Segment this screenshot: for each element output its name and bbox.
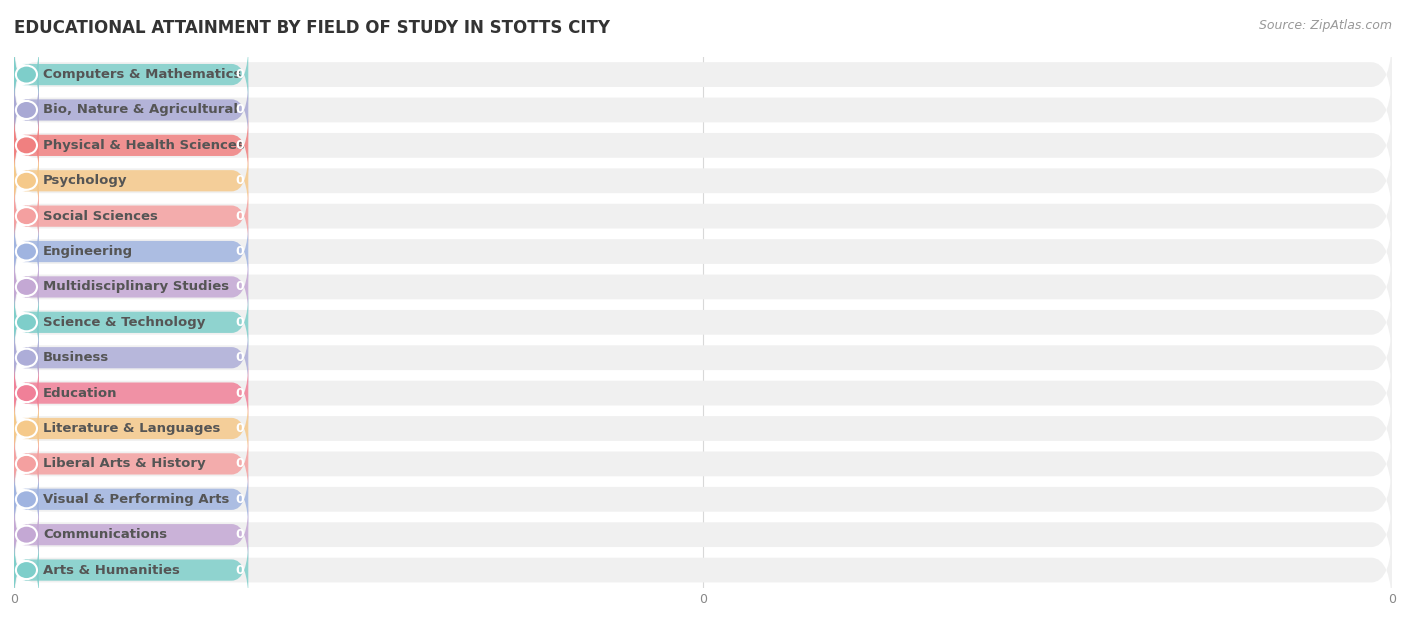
Text: 0: 0 <box>235 210 245 222</box>
FancyBboxPatch shape <box>14 78 249 142</box>
FancyBboxPatch shape <box>14 362 249 425</box>
Text: 0: 0 <box>235 174 245 187</box>
Text: Communications: Communications <box>44 528 167 541</box>
FancyBboxPatch shape <box>14 317 1392 398</box>
Ellipse shape <box>15 490 37 508</box>
FancyBboxPatch shape <box>14 423 1392 504</box>
Text: Physical & Health Sciences: Physical & Health Sciences <box>44 139 245 152</box>
Ellipse shape <box>15 420 37 437</box>
Text: Science & Technology: Science & Technology <box>44 316 205 329</box>
Ellipse shape <box>15 561 37 579</box>
FancyBboxPatch shape <box>14 255 39 319</box>
Ellipse shape <box>15 384 37 402</box>
Ellipse shape <box>15 313 37 331</box>
FancyBboxPatch shape <box>14 43 249 106</box>
FancyBboxPatch shape <box>14 538 39 602</box>
FancyBboxPatch shape <box>14 353 1392 434</box>
Ellipse shape <box>15 455 37 473</box>
Text: 0: 0 <box>235 104 245 116</box>
FancyBboxPatch shape <box>14 105 1392 186</box>
FancyBboxPatch shape <box>14 220 249 283</box>
FancyBboxPatch shape <box>14 185 39 248</box>
Text: Arts & Humanities: Arts & Humanities <box>44 564 180 576</box>
Text: 0: 0 <box>235 245 245 258</box>
FancyBboxPatch shape <box>14 211 1392 292</box>
Ellipse shape <box>15 349 37 367</box>
Text: 0: 0 <box>235 564 245 576</box>
FancyBboxPatch shape <box>14 397 249 460</box>
FancyBboxPatch shape <box>14 388 1392 469</box>
FancyBboxPatch shape <box>14 255 249 319</box>
Text: 0: 0 <box>235 351 245 364</box>
Ellipse shape <box>15 172 37 190</box>
Text: Engineering: Engineering <box>44 245 134 258</box>
FancyBboxPatch shape <box>14 149 39 212</box>
FancyBboxPatch shape <box>14 326 39 389</box>
FancyBboxPatch shape <box>14 78 39 142</box>
Text: EDUCATIONAL ATTAINMENT BY FIELD OF STUDY IN STOTTS CITY: EDUCATIONAL ATTAINMENT BY FIELD OF STUDY… <box>14 19 610 37</box>
FancyBboxPatch shape <box>14 34 1392 115</box>
FancyBboxPatch shape <box>14 538 249 602</box>
FancyBboxPatch shape <box>14 114 249 177</box>
FancyBboxPatch shape <box>14 176 1392 257</box>
Text: Bio, Nature & Agricultural: Bio, Nature & Agricultural <box>44 104 238 116</box>
Text: 0: 0 <box>235 68 245 81</box>
Text: Social Sciences: Social Sciences <box>44 210 157 222</box>
Ellipse shape <box>15 66 37 83</box>
Text: Liberal Arts & History: Liberal Arts & History <box>44 458 205 470</box>
FancyBboxPatch shape <box>14 459 1392 540</box>
Ellipse shape <box>15 137 37 154</box>
Text: 0: 0 <box>235 316 245 329</box>
Text: Education: Education <box>44 387 118 399</box>
FancyBboxPatch shape <box>14 70 1392 150</box>
FancyBboxPatch shape <box>14 282 1392 363</box>
Text: 0: 0 <box>235 458 245 470</box>
FancyBboxPatch shape <box>14 185 249 248</box>
FancyBboxPatch shape <box>14 291 39 354</box>
FancyBboxPatch shape <box>14 503 249 566</box>
Text: Multidisciplinary Studies: Multidisciplinary Studies <box>44 281 229 293</box>
Text: 0: 0 <box>235 281 245 293</box>
Text: Computers & Mathematics: Computers & Mathematics <box>44 68 242 81</box>
Text: 0: 0 <box>235 387 245 399</box>
FancyBboxPatch shape <box>14 468 249 531</box>
Text: 0: 0 <box>235 493 245 506</box>
Text: 0: 0 <box>235 422 245 435</box>
Text: Visual & Performing Arts: Visual & Performing Arts <box>44 493 229 506</box>
FancyBboxPatch shape <box>14 149 249 212</box>
Text: 0: 0 <box>235 139 245 152</box>
FancyBboxPatch shape <box>14 220 39 283</box>
Text: Literature & Languages: Literature & Languages <box>44 422 221 435</box>
Text: Psychology: Psychology <box>44 174 128 187</box>
Ellipse shape <box>15 101 37 119</box>
FancyBboxPatch shape <box>14 530 1392 611</box>
FancyBboxPatch shape <box>14 291 249 354</box>
Ellipse shape <box>15 526 37 544</box>
FancyBboxPatch shape <box>14 397 39 460</box>
Ellipse shape <box>15 243 37 260</box>
FancyBboxPatch shape <box>14 114 39 177</box>
Text: Business: Business <box>44 351 110 364</box>
FancyBboxPatch shape <box>14 503 39 566</box>
Ellipse shape <box>15 278 37 296</box>
FancyBboxPatch shape <box>14 326 249 389</box>
FancyBboxPatch shape <box>14 494 1392 575</box>
FancyBboxPatch shape <box>14 362 39 425</box>
FancyBboxPatch shape <box>14 43 39 106</box>
Text: 0: 0 <box>235 528 245 541</box>
FancyBboxPatch shape <box>14 246 1392 327</box>
Text: Source: ZipAtlas.com: Source: ZipAtlas.com <box>1258 19 1392 32</box>
FancyBboxPatch shape <box>14 432 249 495</box>
FancyBboxPatch shape <box>14 140 1392 221</box>
FancyBboxPatch shape <box>14 468 39 531</box>
FancyBboxPatch shape <box>14 432 39 495</box>
Ellipse shape <box>15 207 37 225</box>
